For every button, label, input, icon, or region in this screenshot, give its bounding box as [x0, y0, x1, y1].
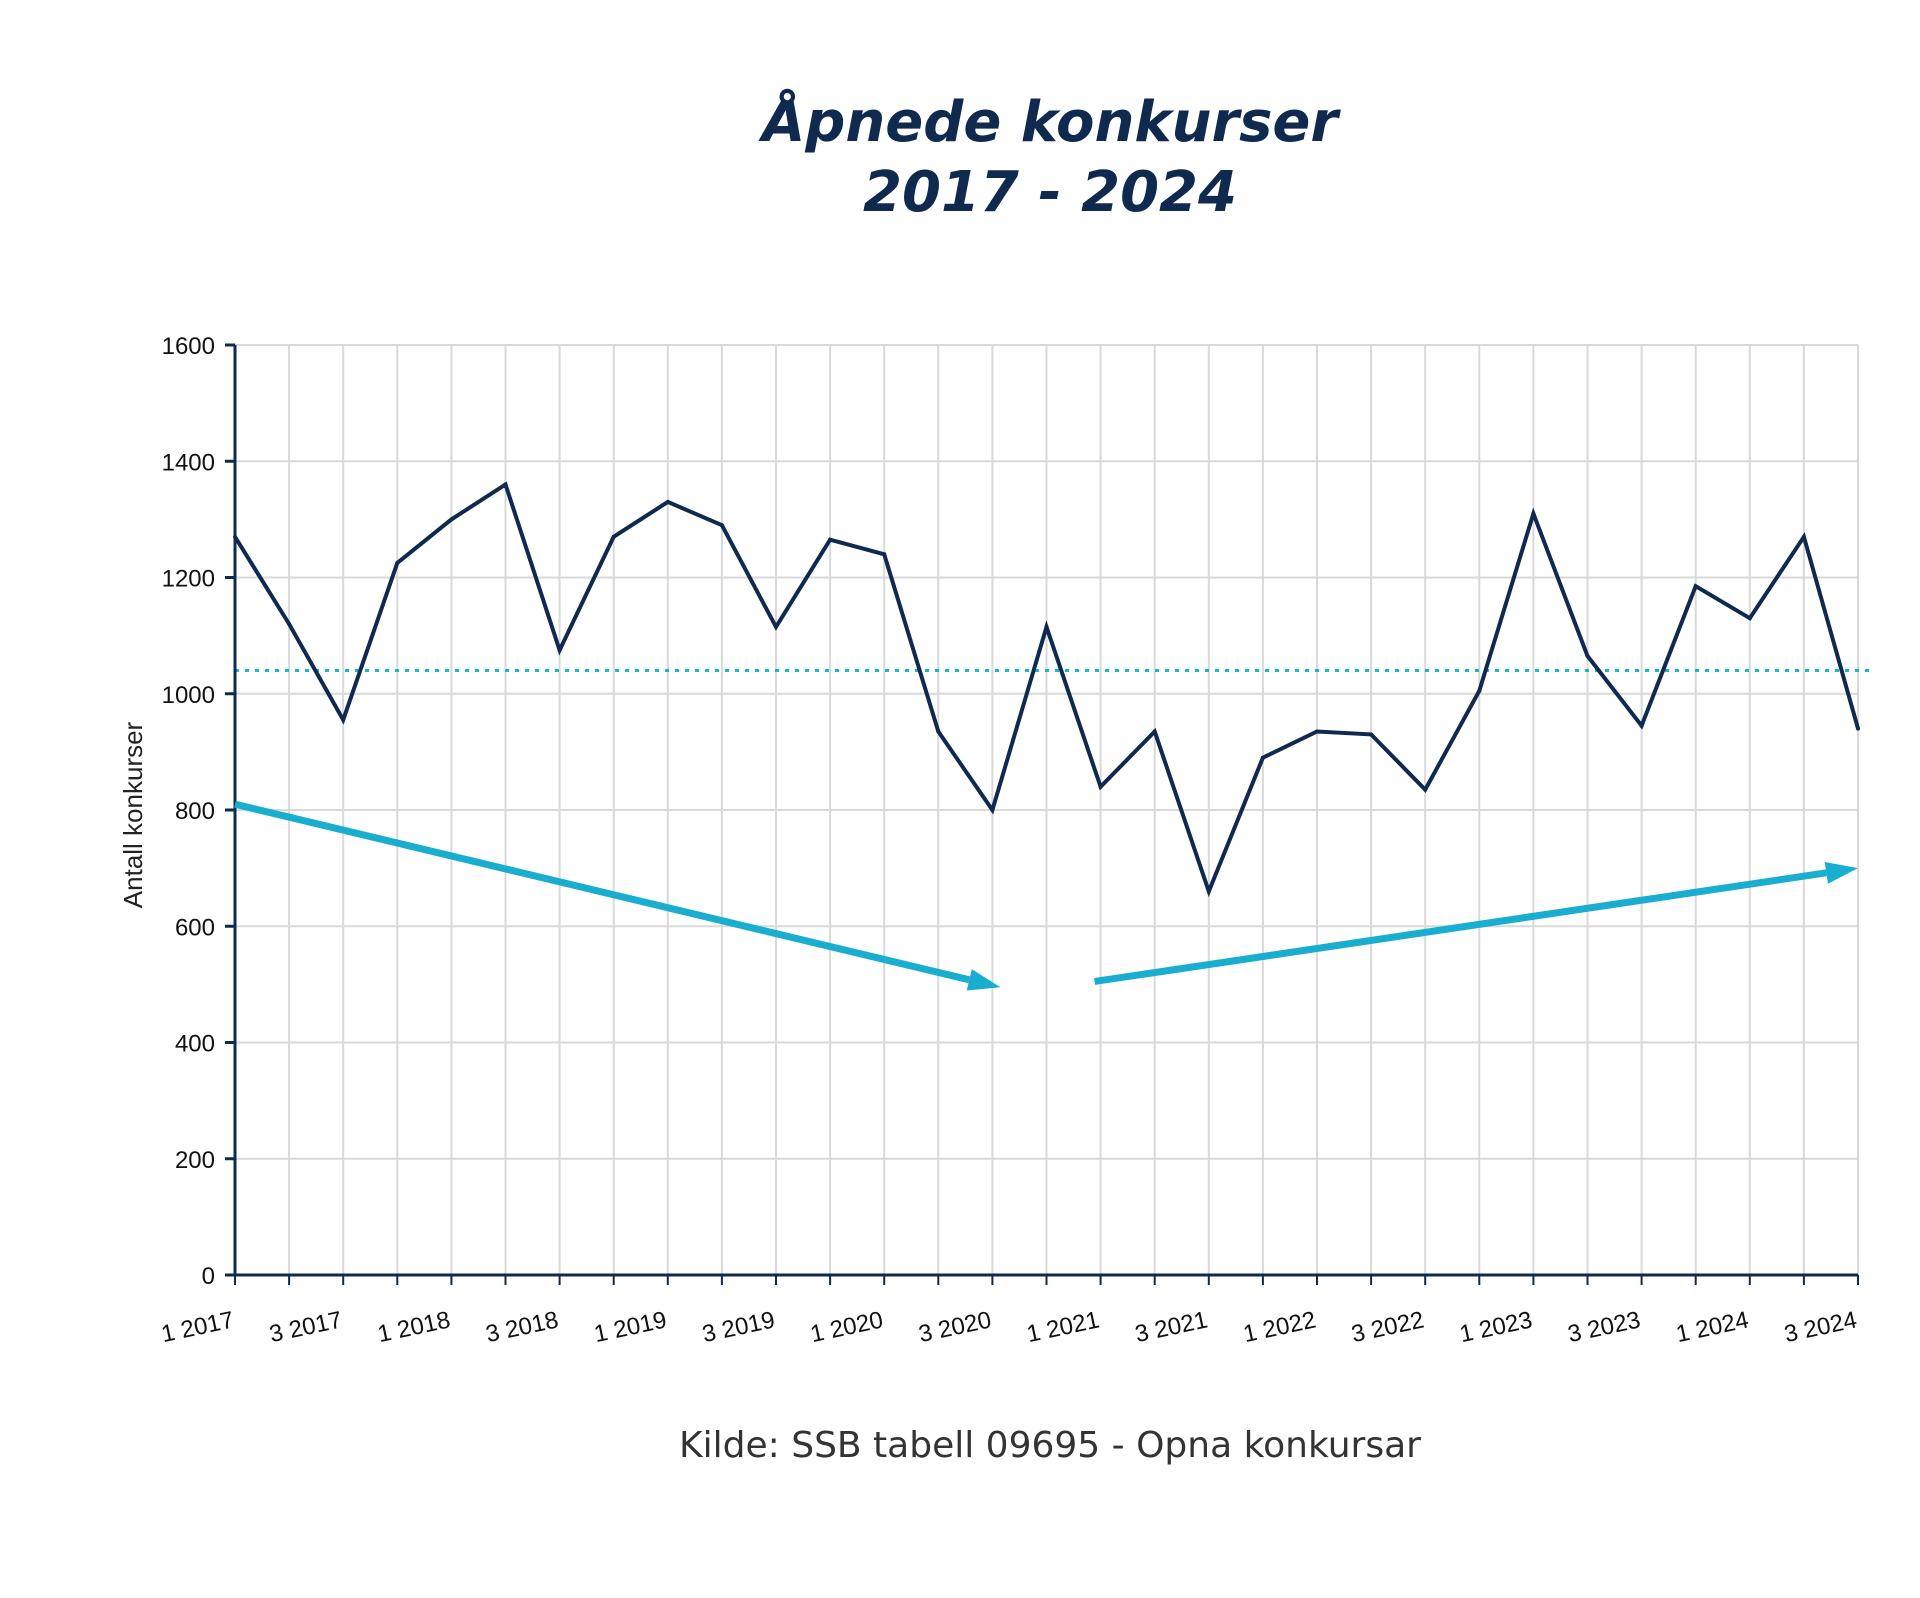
- source-note: Kilde: SSB tabell 09695 - Opna konkursar: [679, 1425, 1421, 1466]
- x-tick-label: 3 2024: [1782, 1306, 1859, 1348]
- chart-axes: [225, 343, 1859, 1285]
- x-tick-label: 3 2017: [267, 1306, 344, 1348]
- y-tick-label: 200: [175, 1147, 215, 1174]
- data-point: [1098, 784, 1103, 789]
- trend-arrows: [234, 800, 1858, 991]
- y-tick-label: 400: [175, 1031, 215, 1058]
- x-tick-label: 3 2020: [916, 1306, 993, 1348]
- data-point: [1423, 787, 1428, 792]
- data-point: [665, 499, 670, 504]
- x-tick-label: 1 2017: [159, 1306, 236, 1348]
- x-tick-label: 3 2019: [700, 1306, 777, 1348]
- x-tick-label: 1 2024: [1674, 1306, 1751, 1348]
- data-point: [828, 537, 833, 542]
- x-tick-label: 3 2018: [483, 1306, 560, 1348]
- data-point: [1152, 729, 1157, 734]
- x-tick-labels: 1 2017 3 2017 1 2018 3 2018 1 2019 3 2019 1 20…: [159, 1306, 1859, 1348]
- data-point: [1369, 732, 1374, 737]
- x-tick-label: 1 2023: [1457, 1306, 1534, 1348]
- trend-arrow-head: [1824, 861, 1858, 884]
- data-point: [1531, 511, 1536, 516]
- data-point: [1315, 729, 1319, 734]
- y-tick-label: 1200: [162, 566, 215, 593]
- y-tick-label: 1600: [162, 333, 215, 360]
- data-point: [1639, 723, 1644, 728]
- data-point: [1801, 534, 1806, 539]
- x-tick-label: 3 2021: [1133, 1306, 1210, 1348]
- data-point: [1260, 755, 1265, 760]
- data-point: [611, 534, 616, 539]
- data-point: [449, 517, 454, 522]
- data-point: [1044, 624, 1049, 629]
- x-tick-label: 1 2022: [1241, 1306, 1318, 1348]
- trend-arrow-down: [234, 800, 1001, 991]
- chart-title-line1: Åpnede konkurser: [761, 90, 1339, 155]
- data-point: [341, 717, 346, 722]
- data-point: [774, 624, 778, 629]
- data-point: [1747, 616, 1752, 621]
- x-tick-label: 3 2023: [1565, 1306, 1642, 1348]
- y-tick-label: 1000: [162, 682, 215, 709]
- data-point: [1206, 889, 1211, 894]
- data-point: [1856, 726, 1860, 731]
- chart-title: Åpnede konkurser 2017 - 2024: [0, 88, 1920, 228]
- x-tick-label: 1 2019: [592, 1306, 669, 1348]
- data-point: [557, 648, 562, 653]
- y-axis-label: Antall konkurser: [118, 721, 148, 908]
- data-point: [882, 552, 887, 557]
- data-point: [1693, 584, 1698, 589]
- trend-arrow-shaft: [1094, 869, 1827, 985]
- y-tick-label: 1400: [162, 449, 215, 476]
- data-point: [990, 808, 995, 812]
- x-tick-label: 1 2020: [808, 1306, 885, 1348]
- series-group: [233, 481, 1860, 898]
- trend-arrow-shaft: [234, 800, 971, 984]
- y-tick-labels: 0 200 400 600 800 1000 1200 1400 1600: [162, 333, 215, 1290]
- x-tick-label: 1 2018: [375, 1306, 452, 1348]
- x-tick-label: 1 2021: [1024, 1306, 1101, 1348]
- y-tick-label: 600: [175, 914, 215, 941]
- y-tick-label: 800: [175, 798, 215, 825]
- trend-arrow-up: [1094, 861, 1858, 985]
- data-point: [936, 729, 941, 734]
- data-point: [1585, 653, 1590, 658]
- data-point: [719, 523, 724, 528]
- trend-arrow-head: [966, 969, 1001, 991]
- data-point: [233, 534, 237, 539]
- data-point: [503, 482, 508, 487]
- x-tick-label: 3 2022: [1349, 1306, 1426, 1348]
- chart-title-line2: 2017 - 2024: [863, 160, 1237, 225]
- chart-grid: [235, 344, 1859, 1275]
- data-point: [395, 560, 400, 565]
- data-point: [287, 622, 292, 626]
- y-tick-label: 0: [202, 1263, 215, 1290]
- data-point: [1477, 688, 1482, 693]
